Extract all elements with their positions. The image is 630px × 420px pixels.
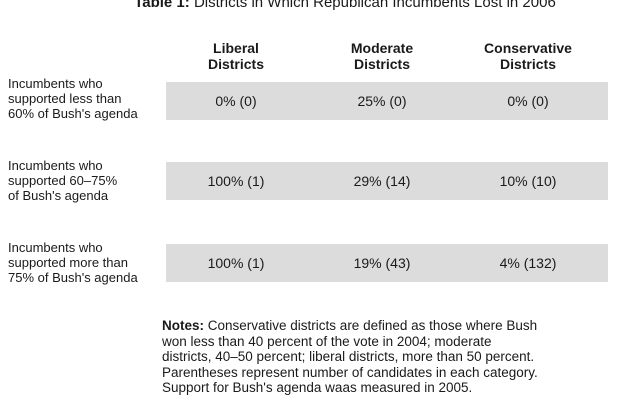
column-header-line: Districts bbox=[499, 56, 557, 72]
table-cell: 25% (0) bbox=[357, 93, 407, 109]
table-notes: Notes: Conservative districts are define… bbox=[162, 318, 622, 396]
table-title-text: Districts in Which Republican Incumbents… bbox=[193, 0, 556, 11]
notes-label: Notes: bbox=[162, 318, 205, 333]
table-cell: 100% (1) bbox=[207, 173, 265, 189]
notes-line: Notes: Conservative districts are define… bbox=[162, 318, 622, 334]
table-cell: 19% (43) bbox=[353, 255, 411, 271]
table-cell: 4% (132) bbox=[499, 255, 557, 271]
row-label-line: Incumbents who bbox=[8, 76, 103, 91]
row-label-line: supported less than bbox=[8, 91, 122, 106]
row-label-line: supported 60–75% bbox=[8, 173, 118, 188]
row-label-line: Incumbents who bbox=[8, 240, 103, 255]
column-header-moderate: Moderate Districts bbox=[312, 40, 452, 72]
column-header-conservative: Conservative Districts bbox=[458, 40, 598, 72]
column-header-liberal: Liberal Districts bbox=[166, 40, 306, 72]
row-label-60-75: Incumbents who supported 60–75% of Bush'… bbox=[8, 158, 158, 203]
notes-line: won less than 40 percent of the vote in … bbox=[162, 333, 492, 349]
row-label-less-than-60: Incumbents who supported less than 60% o… bbox=[8, 76, 158, 121]
column-header-line: Liberal bbox=[213, 40, 259, 56]
row-label-line: 60% of Bush's agenda bbox=[8, 106, 138, 121]
row-label-line: 75% of Bush's agenda bbox=[8, 270, 138, 285]
table-cell: 0% (0) bbox=[215, 93, 257, 109]
row-label-line: Incumbents who bbox=[8, 158, 103, 173]
table-row-background bbox=[166, 82, 608, 120]
row-label-more-than-75: Incumbents who supported more than 75% o… bbox=[8, 240, 158, 285]
column-header-line: Districts bbox=[353, 56, 411, 72]
table-title: Table 1: Districts in Which Republican I… bbox=[0, 0, 630, 11]
table-row-background bbox=[166, 244, 608, 282]
table-cell: 100% (1) bbox=[207, 255, 265, 271]
column-header-line: Conservative bbox=[484, 40, 572, 56]
notes-line: Support for Bush's agenda waas measured … bbox=[162, 380, 473, 396]
column-header-line: Moderate bbox=[350, 40, 414, 56]
table-cell: 29% (14) bbox=[353, 173, 411, 189]
table-title-prefix: Table 1: bbox=[134, 0, 190, 11]
notes-line: districts, 40–50 percent; liberal distri… bbox=[162, 349, 535, 365]
notes-line: Parentheses represent number of candidat… bbox=[162, 364, 538, 380]
table-cell: 10% (10) bbox=[499, 173, 557, 189]
table-cell: 0% (0) bbox=[507, 93, 549, 109]
row-label-line: supported more than bbox=[8, 255, 128, 270]
row-label-line: of Bush's agenda bbox=[8, 188, 109, 203]
notes-text: Conservative districts are defined as th… bbox=[204, 318, 538, 333]
column-header-line: Districts bbox=[207, 56, 265, 72]
table-row-background bbox=[166, 162, 608, 200]
